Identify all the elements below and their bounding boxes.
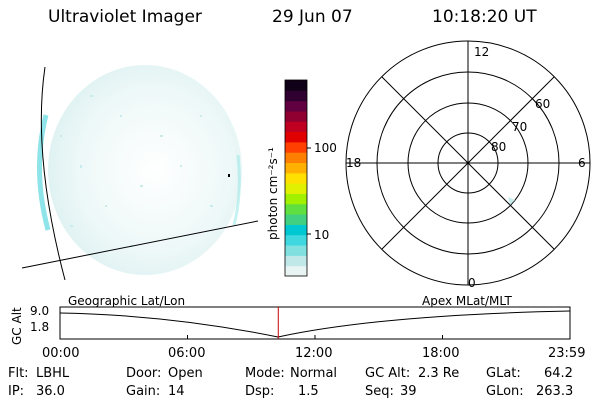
colorbar-segment (285, 90, 307, 102)
colorbar-segment (285, 265, 307, 277)
x-tick-2359: 23:59 (548, 346, 586, 361)
colorbar-tick-10: 10 (314, 228, 330, 242)
colorbar-segment (285, 224, 307, 236)
x-tick-1200: 12:00 (295, 346, 333, 361)
colorbar-segment (285, 121, 307, 133)
seq-label: Seq: (365, 384, 394, 399)
lat-label-70: 70 (512, 120, 528, 134)
ip-value: 36.0 (36, 384, 65, 399)
color-scale-bar (284, 79, 311, 277)
mlt-label-12: 12 (474, 45, 490, 59)
lat-label-60: 60 (535, 97, 551, 111)
seq-value: 39 (400, 384, 417, 399)
colorbar-unit-label: photon cm⁻²s⁻¹ (266, 147, 280, 240)
apex-label: Apex MLat/MLT (422, 294, 512, 308)
colorbar-gradient (285, 80, 307, 277)
flt-label: Flt: (8, 366, 29, 381)
imager-title: Ultraviolet Imager (48, 7, 202, 27)
door-label: Door: (126, 366, 162, 381)
polar-mlt-plot (345, 40, 591, 286)
colorbar-segment (285, 214, 307, 225)
glat-label: GLat: (486, 366, 521, 381)
limb-glow (36, 114, 51, 231)
dsp-value: 1.5 (298, 384, 319, 399)
colorbar-segment (285, 152, 307, 164)
flt-value: LBHL (36, 366, 70, 381)
gain-value: 14 (168, 384, 185, 399)
mode-value: Normal (290, 366, 338, 381)
colorbar-segment (285, 245, 307, 256)
gcalt-label: GC Alt: (365, 366, 411, 381)
geographic-label: Geographic Lat/Lon (68, 294, 186, 308)
altitude-timeline (59, 306, 571, 340)
x-tick-1800: 18:00 (422, 346, 460, 361)
colorbar-segment (285, 183, 307, 194)
y-min-label: 1.8 (30, 320, 50, 334)
y-max-label: 9.0 (30, 304, 50, 318)
colorbar-segment (285, 255, 307, 267)
ip-label: IP: (8, 384, 25, 399)
dot-marker (228, 174, 230, 177)
x-tick-0600: 06:00 (168, 346, 206, 361)
colorbar-tick-100: 100 (314, 141, 337, 155)
door-value: Open (168, 366, 203, 381)
glon-label: GLon: (486, 384, 524, 399)
latitude-line (21, 220, 259, 269)
uv-image-panel (21, 65, 259, 281)
altitude-curve (59, 310, 571, 338)
dsp-label: Dsp: (245, 384, 275, 399)
colorbar-segment (285, 162, 307, 174)
colorbar-segment (285, 80, 307, 91)
lat-label-80: 80 (491, 140, 507, 154)
mlt-label-18: 18 (346, 156, 362, 170)
terminator-line (40, 66, 66, 281)
time-label: 10:18:20 UT (432, 7, 537, 27)
colorbar-segment (285, 193, 307, 205)
colorbar-segment (285, 110, 307, 122)
colorbar-segment (285, 203, 307, 215)
colorbar-segment (285, 234, 307, 246)
colorbar-segment (285, 131, 307, 143)
limb-glow-right (232, 154, 241, 226)
glat-value: 64.2 (544, 366, 573, 381)
colorbar-segment (285, 141, 307, 153)
gain-label: Gain: (126, 384, 161, 399)
date-label: 29 Jun 07 (272, 7, 353, 27)
mlt-label-6: 6 (578, 156, 586, 170)
x-tick-0000: 00:00 (42, 346, 80, 361)
colorbar-segment (285, 172, 307, 184)
mlt-label-0: 0 (468, 276, 476, 290)
x-ticks (59, 335, 571, 339)
gc-alt-axis-title: GC Alt (10, 307, 24, 345)
gcalt-value: 2.3 Re (418, 366, 460, 381)
glon-value: 263.3 (536, 384, 574, 399)
earth-disc (48, 65, 242, 275)
mode-label: Mode: (245, 366, 285, 381)
colorbar-segment (285, 100, 307, 112)
